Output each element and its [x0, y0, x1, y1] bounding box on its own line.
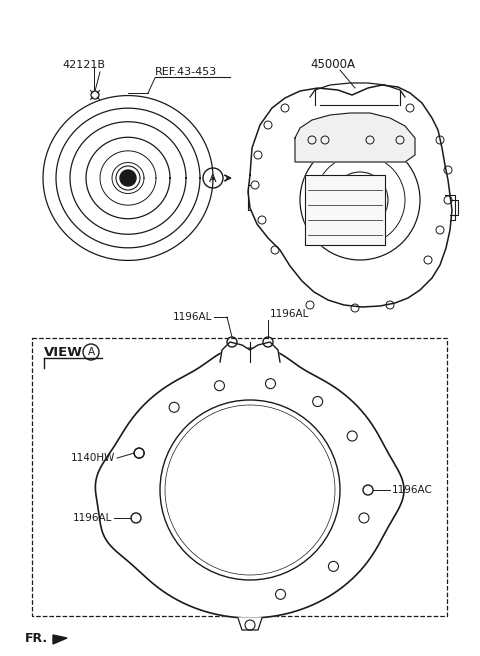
Text: REF.43-453: REF.43-453: [155, 67, 217, 77]
Polygon shape: [238, 618, 262, 630]
Polygon shape: [220, 342, 280, 362]
Text: FR.: FR.: [25, 632, 48, 644]
Bar: [32, 338, 447, 616]
Polygon shape: [96, 348, 404, 618]
Text: 1196AC: 1196AC: [392, 485, 433, 495]
Polygon shape: [305, 175, 385, 245]
Polygon shape: [295, 113, 415, 162]
Text: 1196AL: 1196AL: [72, 513, 112, 523]
Text: A: A: [209, 174, 217, 184]
Text: A: A: [87, 347, 95, 357]
Circle shape: [120, 170, 136, 186]
Text: 45000A: 45000A: [310, 58, 355, 72]
Polygon shape: [53, 635, 67, 644]
Text: 1196AL: 1196AL: [270, 309, 310, 319]
Text: 1140HW: 1140HW: [71, 453, 115, 463]
Text: 42121B: 42121B: [62, 60, 105, 70]
Polygon shape: [248, 85, 452, 307]
Text: 1196AL: 1196AL: [173, 312, 212, 322]
Text: VIEW: VIEW: [44, 346, 83, 358]
